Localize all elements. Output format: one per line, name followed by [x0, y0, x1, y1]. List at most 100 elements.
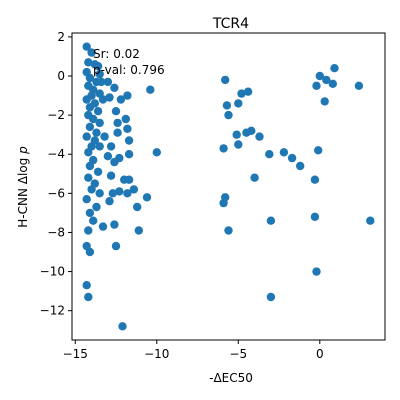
data-point — [95, 69, 104, 79]
x-tick-label: −10 — [144, 347, 169, 361]
data-point — [320, 97, 329, 106]
data-point — [322, 75, 331, 85]
data-point — [255, 132, 264, 141]
x-axis-ticks: −15 −10 −5 0 — [63, 340, 324, 361]
data-point — [92, 128, 101, 137]
y-axis-ticks: 2 0 −2 −4 −6 −8 −10 −12 — [40, 30, 72, 318]
data-point — [84, 292, 93, 302]
data-point — [266, 216, 276, 225]
data-point — [310, 212, 320, 221]
data-point — [265, 150, 274, 159]
data-point — [93, 61, 103, 71]
data-point — [123, 124, 132, 133]
data-point — [82, 132, 91, 141]
data-point — [133, 202, 142, 212]
data-point — [234, 140, 243, 149]
data-point — [82, 281, 91, 290]
data-point — [123, 189, 132, 198]
x-tick-label: −15 — [63, 347, 88, 361]
data-point — [82, 95, 91, 104]
data-point — [250, 173, 259, 182]
data-point — [146, 85, 155, 94]
data-point — [237, 89, 246, 98]
data-point — [111, 107, 121, 116]
data-point — [232, 130, 241, 139]
pval-annotation: p-val: 0.796 — [93, 63, 165, 77]
data-point — [105, 93, 114, 102]
y-tick-label: 0 — [57, 69, 65, 83]
data-point — [113, 118, 122, 128]
data-point — [366, 216, 375, 225]
data-point — [152, 148, 161, 157]
data-point — [219, 198, 228, 208]
data-point — [224, 110, 233, 120]
x-axis-label: -ΔEC50 — [209, 371, 253, 385]
data-point — [113, 128, 122, 137]
data-point — [110, 220, 119, 229]
data-point — [93, 167, 103, 176]
data-point — [82, 195, 91, 204]
data-point — [328, 79, 337, 89]
data-point — [85, 208, 95, 218]
data-point — [87, 48, 96, 57]
data-point — [296, 161, 305, 171]
data-point — [115, 187, 124, 196]
data-point — [312, 267, 321, 276]
y-tick-label: −2 — [47, 108, 65, 122]
data-point — [100, 132, 109, 141]
data-point — [89, 114, 98, 124]
data-point — [247, 126, 256, 135]
data-point — [87, 185, 96, 194]
data-point — [89, 216, 98, 225]
x-tick-label: −5 — [229, 347, 247, 361]
data-point — [106, 171, 116, 180]
data-point — [330, 63, 339, 73]
data-point — [219, 144, 228, 153]
data-point — [85, 161, 95, 171]
data-point — [124, 175, 134, 184]
data-point — [106, 142, 116, 151]
data-point — [287, 153, 297, 163]
data-point — [82, 42, 91, 51]
data-point — [221, 75, 230, 85]
y-tick-label: −6 — [47, 186, 65, 200]
data-point — [243, 87, 253, 96]
data-point — [85, 122, 95, 132]
data-point — [98, 95, 108, 104]
data-point — [121, 114, 130, 124]
y-tick-label: −4 — [47, 147, 65, 161]
data-point — [95, 118, 104, 128]
data-point — [314, 146, 323, 155]
data-point — [123, 91, 132, 100]
x-tick-label: 0 — [316, 347, 324, 361]
chart-title: TCR4 — [212, 16, 249, 32]
data-point — [93, 107, 103, 116]
data-point — [98, 222, 108, 231]
data-point — [84, 58, 93, 67]
data-point — [95, 189, 104, 198]
data-point — [105, 197, 114, 206]
data-point — [118, 322, 127, 331]
data-point — [110, 157, 119, 167]
data-point — [85, 73, 95, 83]
y-tick-label: −8 — [47, 225, 65, 239]
data-point — [97, 77, 106, 87]
data-point — [129, 185, 139, 194]
sr-annotation: Sr: 0.02 — [93, 47, 140, 61]
data-point — [222, 101, 232, 110]
data-point — [108, 189, 118, 198]
data-point — [354, 81, 364, 91]
data-point — [310, 175, 320, 184]
data-point — [315, 71, 324, 81]
y-tick-label: −12 — [40, 304, 65, 318]
data-point — [124, 136, 134, 145]
data-point — [266, 292, 276, 302]
data-point — [279, 148, 289, 157]
data-point — [85, 103, 95, 112]
data-point — [312, 81, 321, 91]
data-point — [84, 173, 93, 182]
data-point — [234, 99, 243, 108]
data-point — [95, 142, 104, 151]
data-point — [111, 241, 121, 251]
